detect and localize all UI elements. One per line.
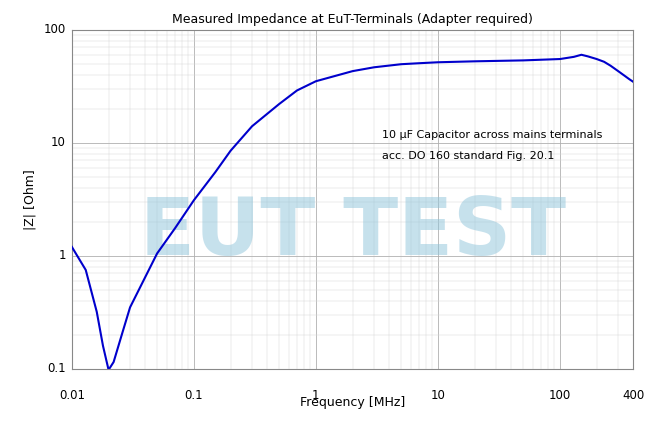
Y-axis label: |Z| [Ohm]: |Z| [Ohm] (24, 169, 37, 230)
Text: 0.1: 0.1 (47, 363, 66, 375)
Text: 0.01: 0.01 (59, 389, 85, 402)
Text: EUT TEST: EUT TEST (140, 194, 565, 272)
Title: Measured Impedance at EuT-Terminals (Adapter required): Measured Impedance at EuT-Terminals (Ada… (172, 13, 533, 26)
Text: 400: 400 (622, 389, 645, 402)
Text: 1: 1 (58, 249, 66, 262)
Text: acc. DO 160 standard Fig. 20.1: acc. DO 160 standard Fig. 20.1 (382, 151, 554, 161)
Text: 10 μF Capacitor across mains terminals: 10 μF Capacitor across mains terminals (382, 130, 603, 140)
Text: 10: 10 (51, 136, 66, 149)
Text: 100: 100 (44, 23, 66, 36)
Text: 0.1: 0.1 (185, 389, 203, 402)
Text: 100: 100 (549, 389, 571, 402)
Text: 1: 1 (312, 389, 319, 402)
Text: 10: 10 (430, 389, 445, 402)
X-axis label: Frequency [MHz]: Frequency [MHz] (300, 396, 406, 409)
